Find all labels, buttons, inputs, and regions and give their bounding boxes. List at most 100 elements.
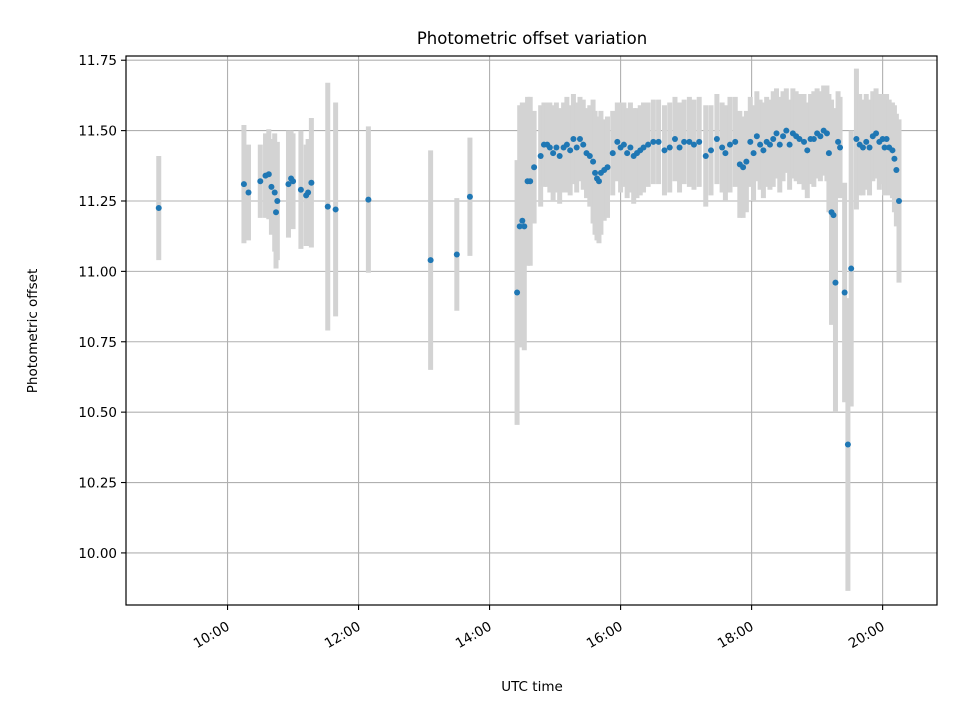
data-point: [719, 144, 726, 151]
data-point: [595, 178, 602, 185]
data-point: [804, 147, 811, 154]
data-point: [823, 130, 830, 137]
data-point: [780, 133, 787, 140]
data-point: [681, 138, 688, 145]
data-point: [305, 189, 312, 196]
data-point: [519, 217, 526, 224]
data-point: [620, 141, 627, 148]
data-point: [891, 155, 898, 162]
x-tick-label: 14:00: [453, 619, 495, 652]
data-point: [516, 223, 523, 230]
data-point: [776, 141, 783, 148]
data-point: [271, 189, 278, 196]
data-point: [896, 197, 903, 204]
x-tick-label: 12:00: [322, 619, 364, 652]
data-point: [722, 150, 729, 157]
data-point: [609, 150, 616, 157]
data-point: [801, 138, 808, 145]
data-point: [844, 441, 851, 448]
data-point: [817, 133, 824, 140]
data-point: [550, 150, 557, 157]
data-point: [590, 158, 597, 165]
data-point: [627, 144, 634, 151]
data-point: [686, 138, 693, 145]
data-points: [155, 127, 903, 448]
data-point: [740, 164, 747, 171]
data-point: [848, 265, 855, 272]
data-point: [592, 169, 599, 176]
data-point: [859, 144, 866, 151]
chart-title: Photometric offset variation: [417, 29, 647, 48]
data-point: [645, 141, 652, 148]
data-point: [786, 141, 793, 148]
data-point: [770, 136, 777, 143]
x-tick-label: 20:00: [846, 619, 888, 652]
y-tick-label: 10.50: [78, 405, 117, 421]
x-axis-ticks: 10:00 12:00 14:00 16:00 18:00 20:00: [191, 605, 888, 652]
data-point: [427, 257, 434, 264]
data-point: [766, 141, 773, 148]
data-point: [690, 141, 697, 148]
data-point: [257, 178, 264, 185]
data-point: [832, 279, 839, 286]
data-point: [841, 289, 848, 296]
y-tick-label: 10.25: [78, 476, 117, 492]
data-point: [883, 136, 890, 143]
data-point: [661, 147, 668, 154]
data-point: [365, 196, 372, 203]
data-point: [696, 138, 703, 145]
data-point: [863, 138, 870, 145]
data-point: [671, 136, 678, 143]
data-point: [297, 186, 304, 193]
data-point: [732, 138, 739, 145]
x-tick-label: 10:00: [191, 619, 233, 652]
data-point: [527, 178, 534, 185]
data-point: [553, 144, 560, 151]
data-point: [466, 193, 473, 200]
data-point: [650, 138, 657, 145]
data-point: [893, 167, 900, 174]
y-tick-label: 10.75: [78, 335, 117, 351]
data-point: [265, 171, 272, 178]
data-point: [580, 141, 587, 148]
y-tick-label: 11.25: [78, 194, 117, 210]
data-point: [453, 251, 460, 258]
data-point: [245, 189, 252, 196]
data-point: [531, 164, 538, 171]
data-point: [760, 147, 767, 154]
data-point: [273, 209, 280, 216]
data-point: [881, 144, 888, 151]
data-point: [308, 179, 315, 186]
data-point: [866, 144, 873, 151]
data-point: [713, 136, 720, 143]
y-axis-label: Photometric offset: [25, 269, 41, 393]
data-point: [567, 147, 574, 154]
data-point: [835, 138, 842, 145]
y-tick-label: 11.75: [78, 53, 117, 69]
data-point: [889, 147, 896, 154]
data-point: [268, 183, 275, 190]
data-point: [853, 136, 860, 143]
plot-frame: [125, 55, 938, 606]
data-point: [757, 141, 764, 148]
data-point: [676, 144, 683, 151]
data-point: [586, 152, 593, 159]
y-tick-label: 11.50: [78, 124, 117, 140]
data-point: [837, 144, 844, 151]
data-point: [783, 127, 790, 134]
data-point: [773, 130, 780, 137]
data-point: [570, 136, 577, 143]
data-point: [324, 203, 331, 210]
data-point: [666, 144, 673, 151]
data-point: [155, 205, 162, 212]
data-point: [521, 223, 528, 230]
data-point: [747, 138, 754, 145]
data-point: [750, 150, 757, 157]
data-point: [873, 130, 880, 137]
data-point: [655, 138, 662, 145]
data-point: [290, 178, 297, 185]
data-point: [614, 138, 621, 145]
data-point: [240, 181, 247, 188]
x-tick-label: 18:00: [715, 619, 757, 652]
